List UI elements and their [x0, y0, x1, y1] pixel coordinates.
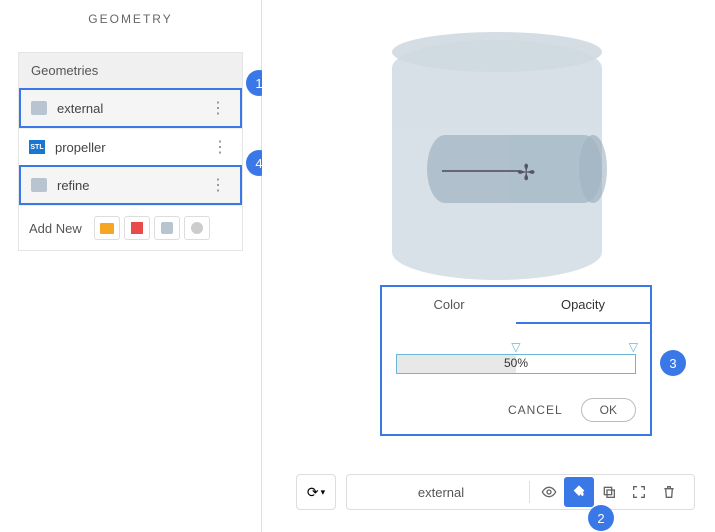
cube-icon: [131, 222, 143, 234]
paint-bucket-icon: [571, 484, 587, 500]
fit-view-icon: [631, 484, 647, 500]
opacity-value: 50%: [396, 356, 636, 370]
geometry-row-external[interactable]: external ⋮: [19, 88, 242, 128]
opacity-slider[interactable]: ▽ ▽ 50%: [396, 342, 636, 374]
geometries-panel: Geometries external ⋮ STL propeller ⋮ re…: [18, 52, 243, 251]
ok-button[interactable]: OK: [581, 398, 636, 422]
appearance-button[interactable]: [564, 477, 594, 507]
selection-toolbar: external: [346, 474, 695, 510]
sphere-icon: [191, 222, 203, 234]
fit-button[interactable]: [624, 477, 654, 507]
copy-icon: [601, 484, 617, 500]
delete-button[interactable]: [654, 477, 684, 507]
trash-icon: [661, 484, 677, 500]
geometry-label: external: [57, 101, 206, 116]
model-render: ✢: [372, 30, 622, 290]
add-cylinder-button[interactable]: [154, 216, 180, 240]
popup-tabs: Color Opacity: [382, 287, 650, 324]
popup-actions: CANCEL OK: [382, 384, 650, 434]
selected-geometry-name: external: [357, 485, 525, 500]
folder-icon: [100, 223, 114, 234]
add-folder-button[interactable]: [94, 216, 120, 240]
sidebar-title: GEOMETRY: [0, 0, 261, 38]
add-sphere-button[interactable]: [184, 216, 210, 240]
slider-handle-right-icon[interactable]: ▽: [629, 340, 638, 354]
inner-cylinder: [427, 135, 602, 203]
add-new-row: Add New: [19, 205, 242, 250]
callout-3: 3: [660, 350, 686, 376]
add-new-label: Add New: [29, 221, 82, 236]
cylinder-icon: [161, 222, 173, 234]
refresh-icon: ⟳: [307, 484, 319, 501]
geometry-row-refine[interactable]: refine ⋮: [19, 165, 242, 205]
kebab-menu-icon[interactable]: ⋮: [206, 175, 230, 195]
color-opacity-popup: Color Opacity ▽ ▽ 50% CANCEL OK: [380, 285, 652, 436]
geometry-label: refine: [57, 178, 206, 193]
visibility-button[interactable]: [534, 477, 564, 507]
stl-icon: STL: [29, 140, 45, 154]
bottom-toolbar: ⟳▾ external: [296, 472, 695, 512]
tab-color[interactable]: Color: [382, 287, 516, 324]
kebab-menu-icon[interactable]: ⋮: [206, 98, 230, 118]
propeller-shaft: [442, 170, 520, 172]
copy-button[interactable]: [594, 477, 624, 507]
kebab-menu-icon[interactable]: ⋮: [208, 137, 232, 157]
separator: [529, 481, 530, 503]
cylinder-icon: [31, 101, 47, 115]
chevron-down-icon: ▾: [321, 487, 326, 498]
slider-handle-left-icon[interactable]: ▽: [511, 340, 520, 354]
geometry-label: propeller: [55, 140, 208, 155]
sidebar: GEOMETRY Geometries external ⋮ STL prope…: [0, 0, 262, 532]
refresh-button[interactable]: ⟳▾: [296, 474, 336, 510]
tab-opacity[interactable]: Opacity: [516, 287, 650, 324]
cancel-button[interactable]: CANCEL: [508, 403, 563, 417]
eye-icon: [541, 484, 557, 500]
add-cube-button[interactable]: [124, 216, 150, 240]
panel-header: Geometries: [19, 53, 242, 88]
geometry-row-propeller[interactable]: STL propeller ⋮: [19, 128, 242, 165]
propeller-icon: ✢: [517, 160, 535, 186]
viewport-3d[interactable]: ✢: [262, 0, 715, 532]
callout-2: 2: [588, 505, 614, 531]
cylinder-icon: [31, 178, 47, 192]
popup-body: ▽ ▽ 50%: [382, 324, 650, 384]
